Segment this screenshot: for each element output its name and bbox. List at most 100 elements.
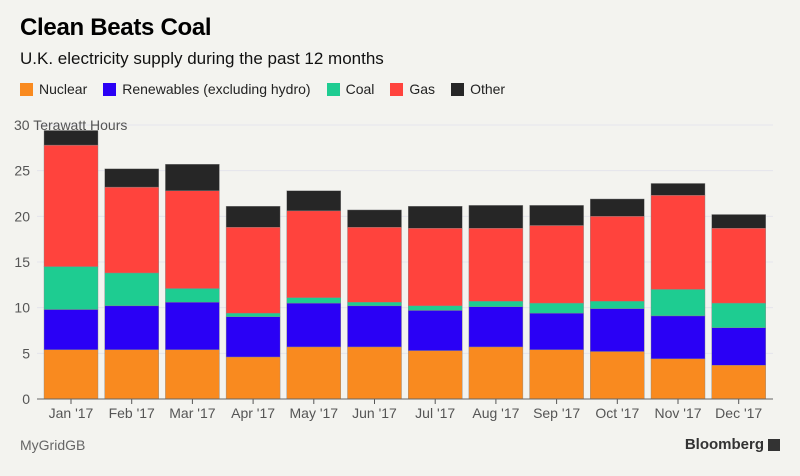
- bar-segment-nuclear: [711, 365, 766, 400]
- bar-segment-nuclear: [43, 349, 99, 400]
- bar-segment-other: [468, 205, 524, 229]
- brand-text: Bloomberg: [684, 436, 764, 453]
- bar-segment-nuclear: [408, 350, 463, 400]
- bar-segment-other: [347, 209, 402, 228]
- chart-title: Clean Beats Coal: [20, 14, 212, 41]
- bar-segment-renewables: [104, 305, 159, 350]
- legend-item-nuclear: Nuclear: [20, 81, 87, 97]
- x-tick-label: Aug '17: [472, 405, 519, 421]
- x-tick-label: Dec '17: [715, 405, 762, 421]
- bar-segment-renewables: [650, 315, 706, 360]
- bar-segment-nuclear: [165, 349, 220, 400]
- y-tick-label: 20: [14, 208, 30, 224]
- legend-item-gas: Gas: [390, 81, 435, 97]
- bar-segment-gas: [711, 228, 766, 304]
- bar-segment-other: [165, 164, 220, 191]
- x-tick-label: Mar '17: [169, 405, 215, 421]
- legend-label: Coal: [345, 81, 375, 97]
- bar-segment-coal: [650, 289, 706, 317]
- bloomberg-logo: Bloomberg: [685, 436, 780, 453]
- x-tick-label: Jun '17: [352, 405, 397, 421]
- bar-segment-other: [43, 130, 99, 146]
- bar-segment-other: [650, 183, 706, 196]
- bar-segment-renewables: [711, 327, 766, 366]
- y-tick-label: 5: [22, 345, 30, 361]
- legend-item-other: Other: [451, 81, 505, 97]
- bar-segment-gas: [408, 228, 463, 307]
- bar-segment-renewables: [590, 308, 645, 352]
- bar-segment-renewables: [529, 312, 584, 350]
- bar-segment-gas: [529, 225, 584, 304]
- bar-segment-nuclear: [650, 358, 706, 400]
- bar-segment-coal: [43, 266, 99, 310]
- bar-segment-coal: [529, 302, 584, 314]
- bar-segment-other: [711, 214, 766, 229]
- x-tick-label: Jan '17: [49, 405, 94, 421]
- y-tick-label: 30 Terawatt Hours: [14, 117, 127, 133]
- legend-label: Nuclear: [39, 81, 88, 97]
- legend-swatch: [20, 82, 33, 96]
- x-tick-label: May '17: [290, 405, 339, 421]
- bar-segment-renewables: [225, 316, 281, 358]
- legend-swatch: [103, 82, 117, 96]
- y-tick-label: 10: [14, 300, 30, 316]
- legend-label: Gas: [409, 81, 436, 97]
- legend-label: Renewables (excluding hydro): [122, 81, 311, 97]
- bar-segment-other: [225, 206, 281, 228]
- bar-segment-gas: [165, 190, 220, 289]
- legend-label: Other: [470, 81, 506, 97]
- bar-segment-other: [286, 190, 341, 212]
- legend-item-coal: Coal: [326, 81, 375, 97]
- bar-segment-nuclear: [347, 346, 402, 400]
- bar-segment-coal: [165, 288, 220, 303]
- x-tick-label: Nov '17: [654, 405, 701, 421]
- y-tick-label: 25: [14, 163, 30, 179]
- legend-swatch: [451, 82, 465, 96]
- bar-segment-nuclear: [468, 346, 524, 400]
- bar-segment-coal: [347, 301, 402, 307]
- bar-segment-other: [529, 205, 584, 226]
- x-tick-label: Feb '17: [109, 405, 155, 421]
- x-tick-label: Jul '17: [415, 405, 455, 421]
- legend-item-renewables: Renewables (excluding hydro): [103, 81, 311, 97]
- bar-segment-gas: [590, 216, 645, 302]
- bar-segment-gas: [104, 186, 159, 274]
- bar-segment-renewables: [165, 301, 220, 350]
- bar-segment-nuclear: [225, 356, 281, 400]
- bar-segment-coal: [286, 297, 341, 304]
- bloomberg-mark-icon: [768, 438, 780, 451]
- bar-segment-renewables: [408, 310, 463, 351]
- bar-segment-nuclear: [529, 349, 584, 400]
- y-tick-label: 15: [14, 254, 30, 270]
- bar-segment-renewables: [43, 309, 99, 350]
- bar-segment-other: [408, 206, 463, 229]
- x-tick-label: Apr '17: [231, 405, 275, 421]
- bar-segment-nuclear: [104, 349, 159, 400]
- legend-swatch: [326, 82, 340, 96]
- bar-segment-nuclear: [590, 351, 645, 400]
- bar-segment-gas: [286, 210, 341, 298]
- bar-segment-coal: [408, 305, 463, 311]
- bar-segment-other: [104, 168, 159, 188]
- bar-segment-renewables: [468, 306, 524, 348]
- chart-subtitle: U.K. electricity supply during the past …: [20, 49, 384, 68]
- bar-segment-renewables: [286, 302, 341, 348]
- bar-segment-gas: [225, 227, 281, 314]
- bar-segment-coal: [104, 272, 159, 307]
- bar-segment-coal: [225, 312, 281, 318]
- bar-segment-other: [590, 198, 645, 217]
- source-label: MyGridGB: [20, 437, 86, 453]
- bar-segment-renewables: [347, 305, 402, 348]
- bar-segment-coal: [590, 301, 645, 309]
- bar-segment-gas: [347, 227, 402, 303]
- x-tick-label: Sep '17: [533, 405, 580, 421]
- bar-segment-gas: [43, 144, 99, 267]
- bar-segment-gas: [468, 228, 524, 302]
- legend: Nuclear Renewables (excluding hydro) Coa…: [20, 81, 505, 97]
- y-tick-label: 0: [22, 391, 30, 407]
- bar-segment-nuclear: [286, 346, 341, 400]
- bar-segment-gas: [650, 195, 706, 290]
- bar-segment-coal: [468, 301, 524, 307]
- x-tick-label: Oct '17: [595, 405, 639, 421]
